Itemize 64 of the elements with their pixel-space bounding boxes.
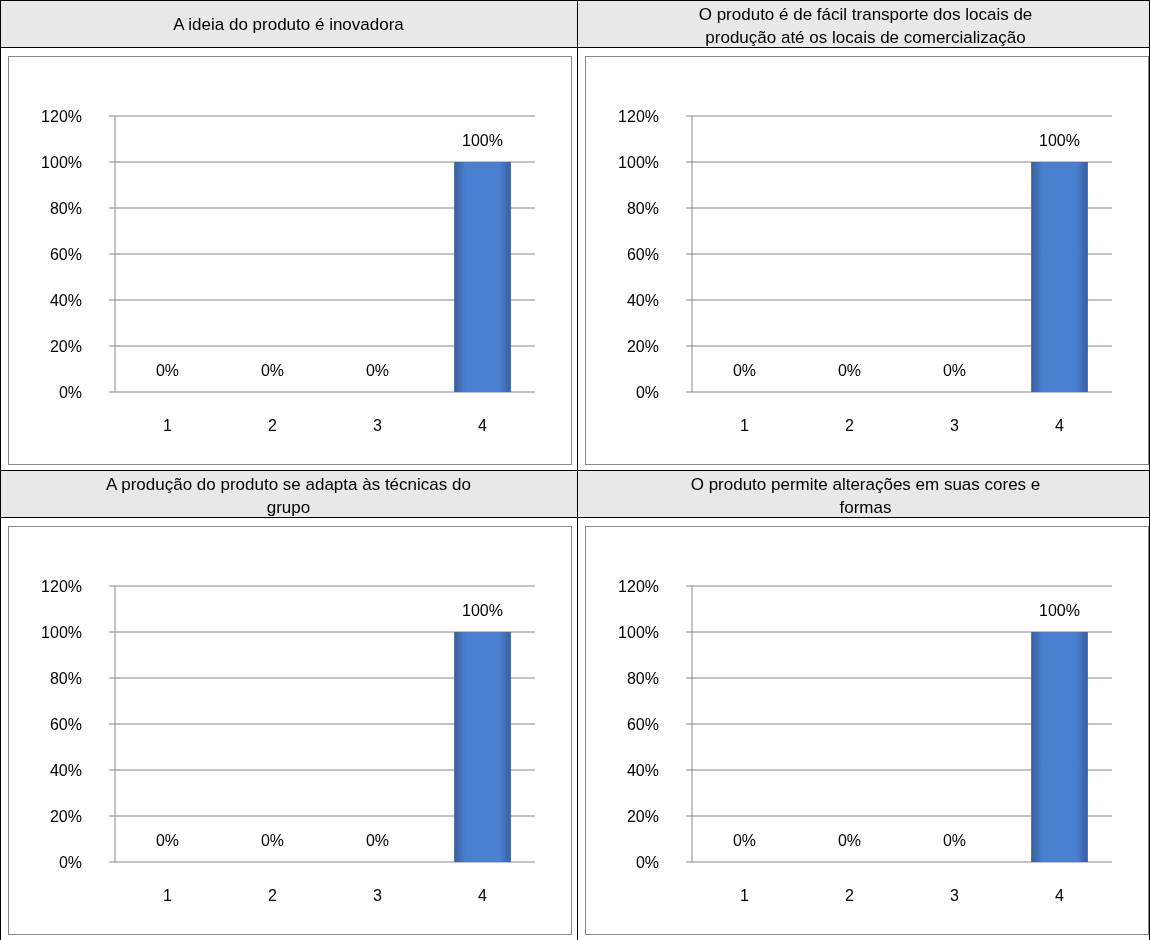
y-tick-label: 0% <box>635 853 659 871</box>
y-tick-label: 60% <box>49 715 82 733</box>
x-tick-label: 1 <box>740 887 750 904</box>
data-label: 0% <box>260 832 285 849</box>
y-tick-label: 60% <box>626 245 659 263</box>
data-label: 100% <box>1039 602 1080 619</box>
data-label: 0% <box>837 362 862 379</box>
data-label: 0% <box>155 832 180 849</box>
y-tick-label: 60% <box>626 715 659 733</box>
x-tick-label: 3 <box>950 417 960 434</box>
y-tick-label: 20% <box>49 337 82 355</box>
data-label: 0% <box>942 362 967 379</box>
data-label: 100% <box>1039 132 1080 149</box>
x-tick-label: 3 <box>373 887 383 904</box>
y-tick-label: 80% <box>626 669 659 687</box>
y-tick-label: 100% <box>41 153 82 171</box>
y-tick-label: 40% <box>49 291 82 309</box>
data-label: 0% <box>732 362 757 379</box>
y-tick-label: 20% <box>626 337 659 355</box>
x-tick-label: 4 <box>1055 417 1065 434</box>
y-tick-label: 60% <box>49 245 82 263</box>
x-tick-label: 2 <box>845 417 855 434</box>
y-tick-label: 0% <box>635 383 659 401</box>
chart-title: A produção do produto se adapta às técnicas do grupo <box>106 475 471 517</box>
chart-title: O produto permite alterações em suas cores e formas <box>690 475 1041 517</box>
y-tick-label: 40% <box>626 761 659 779</box>
y-tick-label: 80% <box>626 199 659 217</box>
y-tick-label: 40% <box>626 291 659 309</box>
data-label: 100% <box>462 602 503 619</box>
y-tick-label: 0% <box>58 383 82 401</box>
x-tick-label: 2 <box>268 417 278 434</box>
data-label: 0% <box>365 362 390 379</box>
y-tick-label: 100% <box>41 623 82 641</box>
x-tick-label: 2 <box>268 887 278 904</box>
y-tick-label: 120% <box>618 577 659 595</box>
data-label: 0% <box>732 832 757 849</box>
y-tick-label: 120% <box>41 107 82 125</box>
data-label: 100% <box>462 132 503 149</box>
x-tick-label: 1 <box>740 417 750 434</box>
y-tick-label: 20% <box>626 807 659 825</box>
data-label: 0% <box>837 832 862 849</box>
y-tick-label: 80% <box>49 199 82 217</box>
x-tick-label: 3 <box>950 887 960 904</box>
data-label: 0% <box>155 362 180 379</box>
y-tick-label: 100% <box>618 153 659 171</box>
x-tick-label: 1 <box>163 417 173 434</box>
y-tick-label: 120% <box>618 107 659 125</box>
x-tick-label: 4 <box>1055 887 1065 904</box>
x-tick-label: 1 <box>163 887 173 904</box>
data-label: 0% <box>260 362 285 379</box>
chart-title: O produto é de fácil transporte dos locais de produção até os locais de comercialização <box>698 5 1033 47</box>
y-tick-label: 120% <box>41 577 82 595</box>
x-tick-label: 4 <box>478 887 488 904</box>
y-tick-label: 0% <box>58 853 82 871</box>
data-label: 0% <box>365 832 390 849</box>
x-tick-label: 3 <box>373 417 383 434</box>
y-tick-label: 40% <box>49 761 82 779</box>
data-label: 0% <box>942 832 967 849</box>
y-tick-label: 100% <box>618 623 659 641</box>
x-tick-label: 2 <box>845 887 855 904</box>
y-tick-label: 20% <box>49 807 82 825</box>
chart-title: A ideia do produto é inovadora <box>173 15 405 34</box>
y-tick-label: 80% <box>49 669 82 687</box>
x-tick-label: 4 <box>478 417 488 434</box>
